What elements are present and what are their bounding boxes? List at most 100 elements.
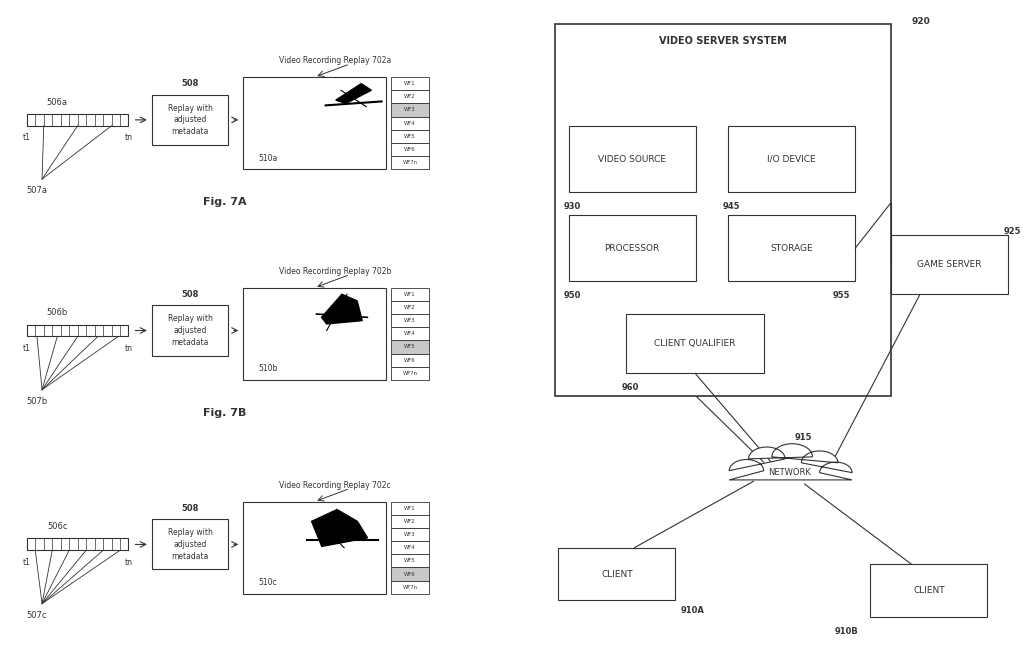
Text: Replay with: Replay with: [168, 314, 212, 323]
Text: CLIENT: CLIENT: [913, 586, 945, 595]
Text: 510c: 510c: [258, 578, 278, 587]
Polygon shape: [336, 84, 372, 103]
FancyBboxPatch shape: [891, 235, 1008, 294]
Text: GAME SERVER: GAME SERVER: [916, 260, 981, 269]
Text: WF2: WF2: [404, 519, 416, 524]
Text: WF1: WF1: [404, 506, 416, 511]
Text: 915: 915: [795, 434, 812, 442]
Text: Video Recording Replay 702b: Video Recording Replay 702b: [279, 267, 391, 276]
FancyBboxPatch shape: [391, 143, 429, 156]
Text: t1: t1: [23, 133, 31, 142]
FancyBboxPatch shape: [27, 325, 128, 336]
FancyBboxPatch shape: [391, 327, 429, 340]
Text: WF7n: WF7n: [402, 371, 418, 376]
Text: 508: 508: [181, 504, 199, 513]
Text: WF5: WF5: [404, 559, 416, 563]
Text: WF4: WF4: [404, 331, 416, 336]
Text: metadata: metadata: [171, 338, 209, 347]
Text: Video Recording Replay 702c: Video Recording Replay 702c: [279, 481, 390, 490]
FancyBboxPatch shape: [391, 367, 429, 380]
Text: 506b: 506b: [47, 308, 68, 317]
Text: VIDEO SERVER SYSTEM: VIDEO SERVER SYSTEM: [659, 36, 786, 46]
FancyBboxPatch shape: [152, 305, 228, 356]
FancyBboxPatch shape: [391, 77, 429, 91]
FancyBboxPatch shape: [391, 288, 429, 301]
FancyBboxPatch shape: [870, 564, 987, 617]
Text: WF3: WF3: [404, 318, 416, 323]
Text: CLIENT: CLIENT: [601, 570, 633, 578]
FancyBboxPatch shape: [27, 539, 128, 551]
Text: tn: tn: [125, 133, 132, 142]
Text: 508: 508: [181, 79, 199, 88]
Text: WF6: WF6: [404, 358, 416, 363]
Text: tn: tn: [125, 344, 132, 353]
Text: 506a: 506a: [47, 98, 68, 106]
Polygon shape: [322, 294, 362, 324]
FancyBboxPatch shape: [391, 502, 429, 515]
Text: 507b: 507b: [27, 397, 47, 406]
FancyBboxPatch shape: [391, 301, 429, 314]
Text: WF3: WF3: [404, 108, 416, 112]
Text: 507c: 507c: [27, 611, 47, 620]
FancyBboxPatch shape: [555, 24, 891, 397]
FancyBboxPatch shape: [568, 126, 695, 192]
Text: 910A: 910A: [680, 605, 705, 615]
FancyBboxPatch shape: [244, 502, 386, 594]
Text: PROCESSOR: PROCESSOR: [604, 244, 659, 253]
Text: adjusted: adjusted: [173, 326, 207, 335]
FancyBboxPatch shape: [391, 515, 429, 528]
Text: WF6: WF6: [404, 572, 416, 576]
Text: 955: 955: [833, 291, 850, 300]
FancyBboxPatch shape: [568, 215, 695, 281]
Text: 508: 508: [181, 290, 199, 299]
FancyBboxPatch shape: [391, 91, 429, 103]
Polygon shape: [311, 510, 368, 547]
Text: Fig. 7A: Fig. 7A: [203, 197, 247, 207]
Text: metadata: metadata: [171, 127, 209, 136]
FancyBboxPatch shape: [244, 77, 386, 169]
FancyBboxPatch shape: [244, 288, 386, 380]
FancyBboxPatch shape: [391, 314, 429, 327]
FancyBboxPatch shape: [391, 156, 429, 169]
Text: I/O DEVICE: I/O DEVICE: [767, 155, 816, 164]
Text: 910B: 910B: [835, 627, 858, 636]
Text: metadata: metadata: [171, 552, 209, 561]
Text: WF3: WF3: [404, 532, 416, 537]
FancyBboxPatch shape: [391, 130, 429, 143]
Text: WF1: WF1: [404, 81, 416, 86]
FancyBboxPatch shape: [558, 548, 675, 600]
Text: WF7n: WF7n: [402, 585, 418, 590]
Text: WF2: WF2: [404, 305, 416, 310]
Text: 930: 930: [563, 202, 581, 212]
Polygon shape: [729, 444, 852, 480]
Text: tn: tn: [125, 558, 132, 566]
FancyBboxPatch shape: [27, 114, 128, 126]
Text: 950: 950: [563, 291, 581, 300]
FancyBboxPatch shape: [391, 528, 429, 541]
FancyBboxPatch shape: [391, 340, 429, 354]
Text: 507a: 507a: [27, 186, 47, 196]
Text: WF1: WF1: [404, 292, 416, 297]
Text: WF7n: WF7n: [402, 160, 418, 165]
Text: VIDEO SOURCE: VIDEO SOURCE: [598, 155, 666, 164]
FancyBboxPatch shape: [152, 95, 228, 145]
Text: Replay with: Replay with: [168, 528, 212, 537]
Text: 510b: 510b: [258, 364, 278, 373]
Text: Video Recording Replay 702a: Video Recording Replay 702a: [279, 56, 391, 65]
FancyBboxPatch shape: [391, 541, 429, 555]
Text: STORAGE: STORAGE: [770, 244, 813, 253]
Text: Replay with: Replay with: [168, 104, 212, 112]
FancyBboxPatch shape: [391, 580, 429, 594]
FancyBboxPatch shape: [152, 520, 228, 569]
FancyBboxPatch shape: [627, 314, 764, 373]
Text: t1: t1: [23, 344, 31, 353]
FancyBboxPatch shape: [728, 215, 855, 281]
Text: WF4: WF4: [404, 545, 416, 550]
Text: WF6: WF6: [404, 147, 416, 152]
Text: WF5: WF5: [404, 134, 416, 139]
FancyBboxPatch shape: [391, 354, 429, 367]
Text: 925: 925: [1004, 227, 1022, 236]
FancyBboxPatch shape: [391, 103, 429, 116]
FancyBboxPatch shape: [391, 567, 429, 580]
Text: 510a: 510a: [258, 153, 278, 163]
